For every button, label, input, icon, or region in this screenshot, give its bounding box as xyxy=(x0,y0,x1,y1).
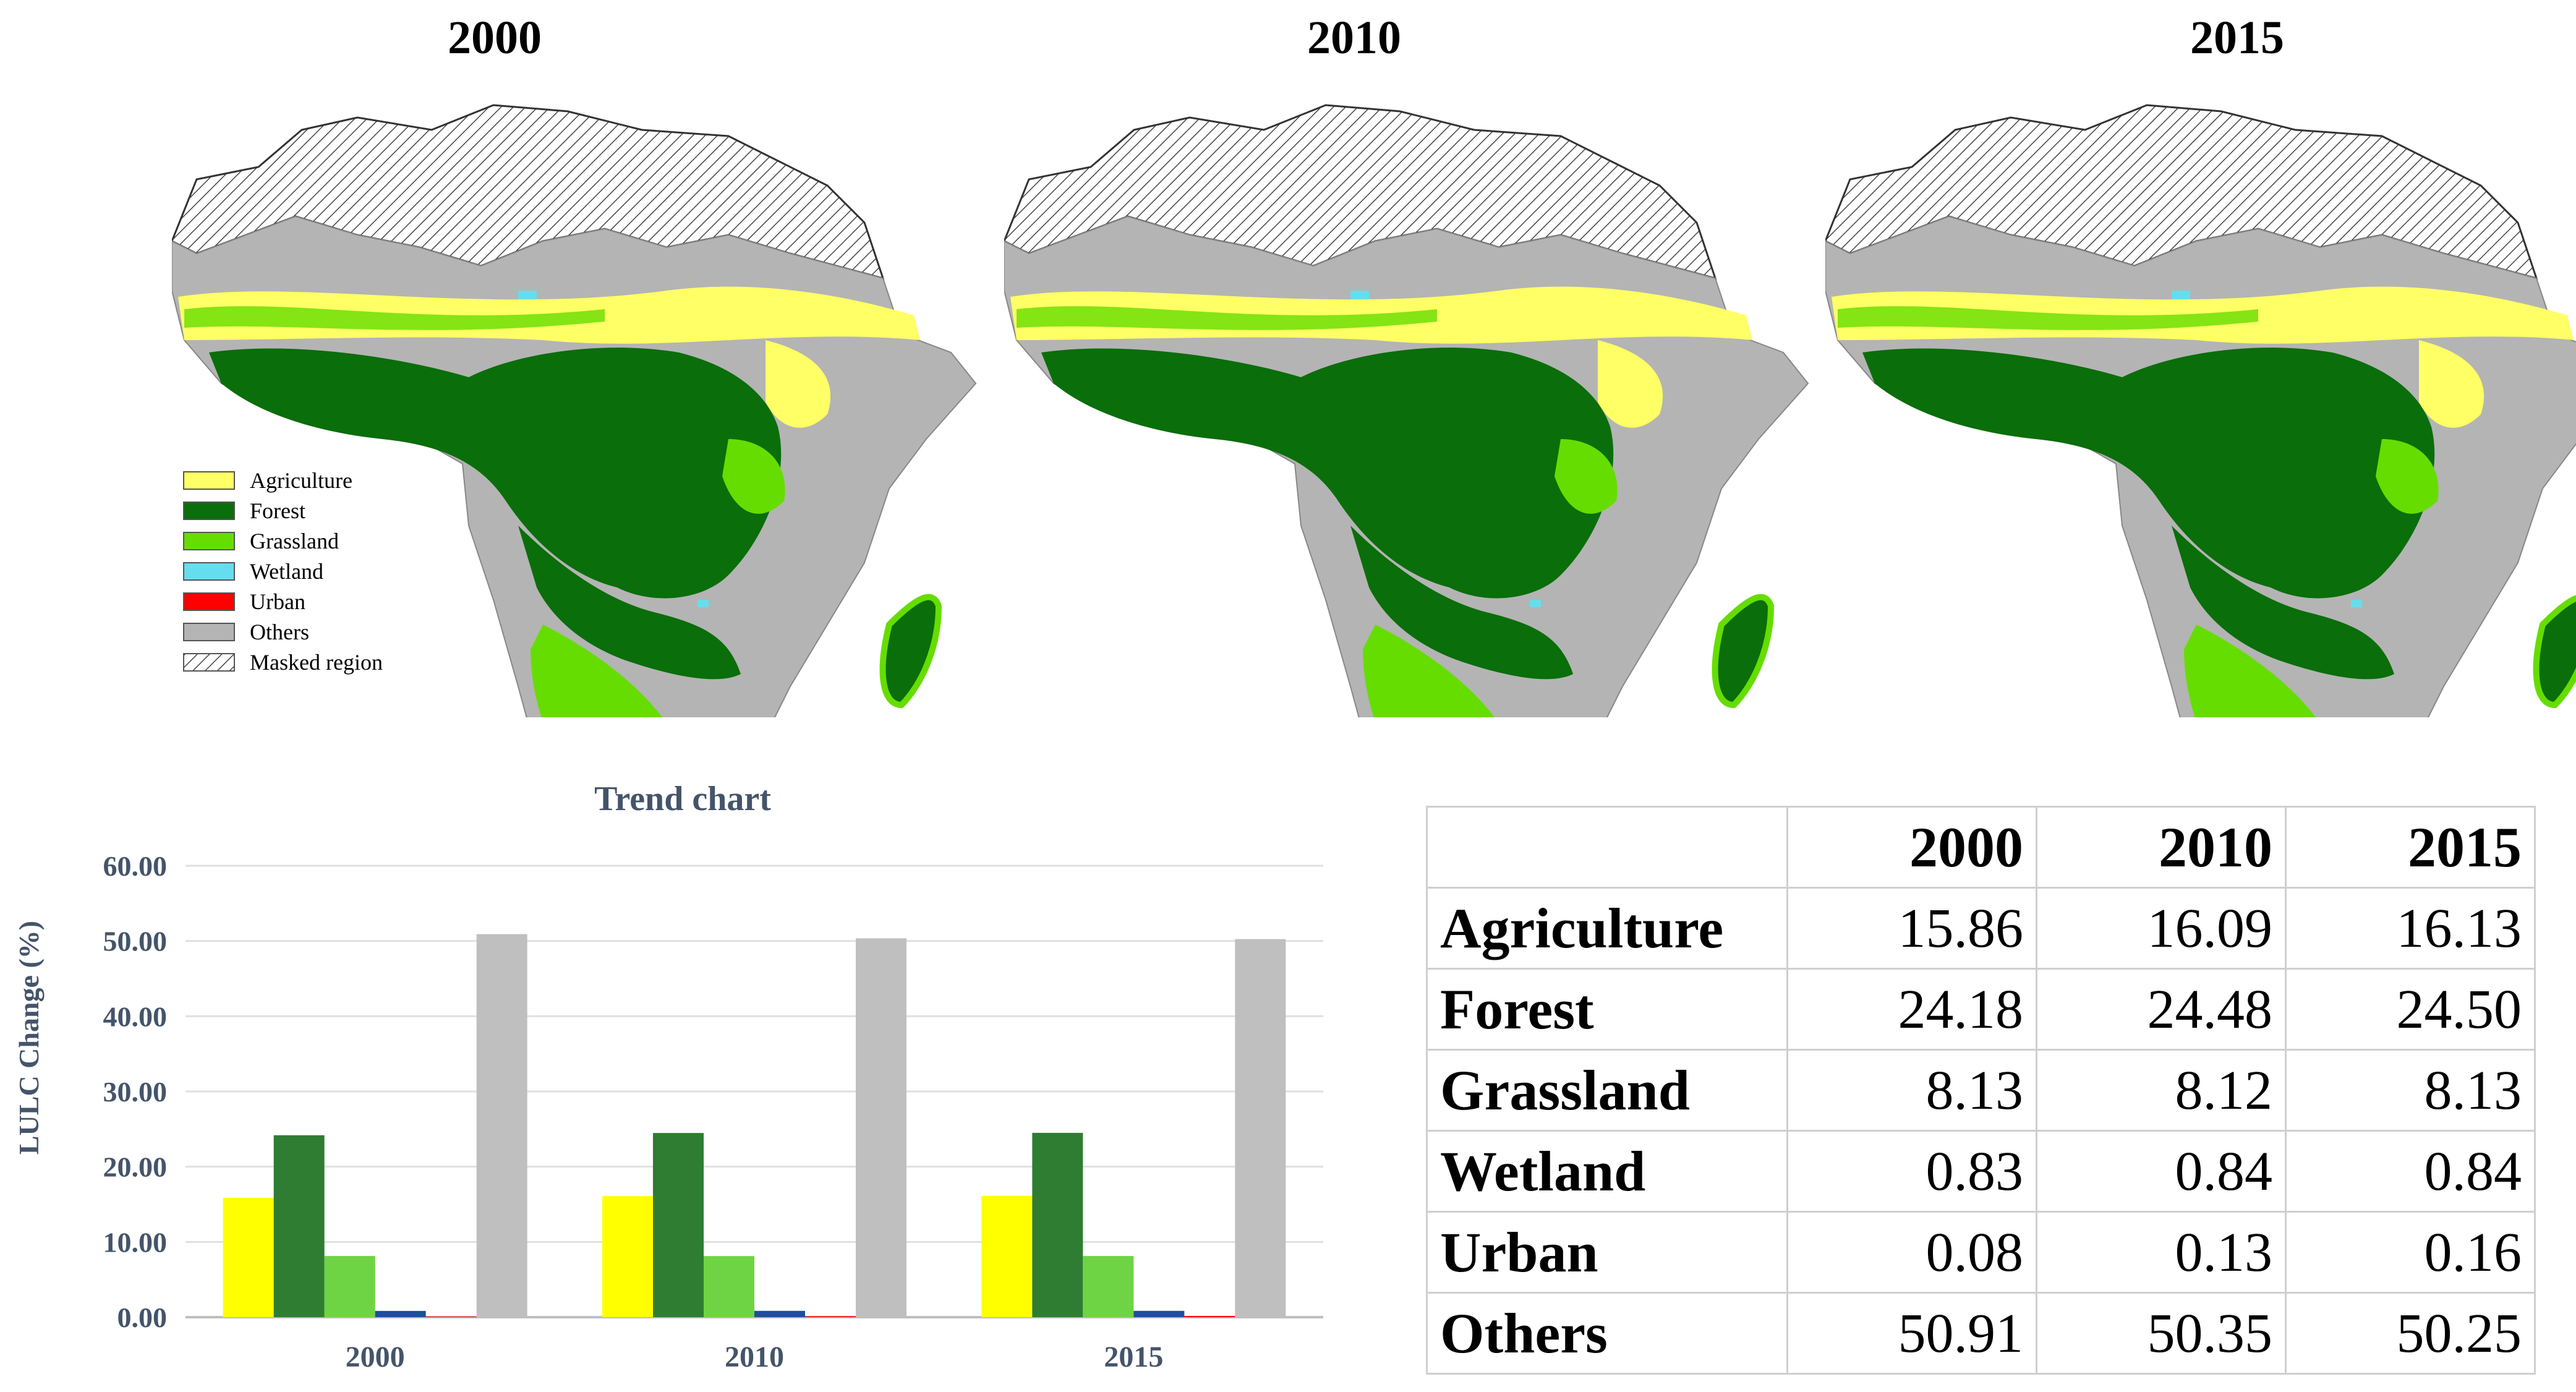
legend-swatch xyxy=(183,501,235,520)
bar-forest-2000 xyxy=(273,1135,325,1317)
bar-grassland-2015 xyxy=(1083,1256,1134,1317)
table-row: Wetland 0.83 0.84 0.84 xyxy=(1426,1130,2536,1213)
legend-item-urban: Urban xyxy=(183,586,383,617)
table-cell: 0.16 xyxy=(2285,1211,2536,1294)
bar-forest-2010 xyxy=(653,1133,704,1317)
legend-item-others: Others xyxy=(183,617,383,647)
x-tick-label: 2010 xyxy=(725,1341,784,1373)
table-row-label: Wetland xyxy=(1426,1130,1788,1213)
bar-grassland-2010 xyxy=(704,1256,754,1317)
map-title-2000: 2000 xyxy=(448,12,542,64)
y-tick-label: 50.00 xyxy=(103,926,168,957)
legend-label: Forest xyxy=(250,498,305,523)
table-header-row: 2000 2010 2015 xyxy=(1426,806,2536,889)
legend-label: Agriculture xyxy=(250,468,352,493)
bar-wetland-2000 xyxy=(375,1310,426,1317)
lulc-table: 2000 2010 2015 Agriculture 15.86 16.09 1… xyxy=(1426,806,2536,1375)
table-cell: 50.35 xyxy=(2036,1292,2287,1375)
table-header-cell xyxy=(1426,806,1788,889)
legend-label: Masked region xyxy=(250,649,383,675)
bar-others-2000 xyxy=(476,934,527,1317)
table-cell: 0.13 xyxy=(2036,1211,2287,1294)
bar-agriculture-2000 xyxy=(223,1198,274,1317)
table-cell: 8.13 xyxy=(1786,1049,2037,1132)
table-cell: 24.18 xyxy=(1786,968,2037,1051)
table-cell: 0.08 xyxy=(1786,1211,2037,1294)
legend-label: Others xyxy=(250,619,309,644)
table-header-cell: 2015 xyxy=(2285,806,2536,889)
table-cell: 0.84 xyxy=(2285,1130,2536,1213)
bar-agriculture-2010 xyxy=(602,1196,653,1317)
table-cell: 16.09 xyxy=(2036,887,2287,970)
map-title-2015: 2015 xyxy=(2190,12,2284,64)
y-tick-label: 10.00 xyxy=(103,1226,168,1258)
legend-label: Wetland xyxy=(250,558,324,584)
table-cell: 24.48 xyxy=(2036,968,2287,1051)
table-row: Grassland 8.13 8.12 8.13 xyxy=(1426,1049,2536,1132)
table-row-label: Others xyxy=(1426,1292,1788,1375)
trend-chart-svg: Trend chart LULC Change (%) 0.00 10.00 20.… xyxy=(13,780,1323,1373)
table-row-label: Agriculture xyxy=(1426,887,1788,970)
table-row: Others 50.91 50.35 50.25 xyxy=(1426,1292,2536,1375)
table-header-cell: 2010 xyxy=(2036,806,2287,889)
table-row-label: Forest xyxy=(1426,968,1788,1051)
lulc-table-wrapper: 2000 2010 2015 Agriculture 15.86 16.09 1… xyxy=(1426,806,2536,1375)
bar-grassland-2000 xyxy=(324,1256,375,1317)
table-cell: 50.91 xyxy=(1786,1292,2037,1375)
legend-swatch xyxy=(183,561,235,581)
y-tick-label: 20.00 xyxy=(103,1151,168,1183)
legend-swatch xyxy=(183,592,235,611)
table-cell: 15.86 xyxy=(1786,887,2037,970)
bar-urban-2015 xyxy=(1184,1316,1235,1317)
legend-swatch xyxy=(183,622,235,641)
legend-item-forest: Forest xyxy=(183,495,383,526)
legend-swatch xyxy=(183,531,235,550)
table-cell: 50.25 xyxy=(2285,1292,2536,1375)
legend-item-agriculture: Agriculture xyxy=(183,465,383,495)
y-tick-label: 30.00 xyxy=(103,1076,168,1108)
table-row: Urban 0.08 0.13 0.16 xyxy=(1426,1211,2536,1294)
x-tick-label: 2015 xyxy=(1104,1341,1163,1373)
table-cell: 8.12 xyxy=(2036,1049,2287,1132)
chart-title: Trend chart xyxy=(594,780,771,818)
map-title-2010: 2010 xyxy=(1307,12,1401,64)
table-cell: 24.50 xyxy=(2285,968,2536,1051)
table-row-label: Urban xyxy=(1426,1211,1788,1294)
table-row: Agriculture 15.86 16.09 16.13 xyxy=(1426,887,2536,970)
bar-wetland-2010 xyxy=(754,1310,805,1317)
legend-label: Urban xyxy=(250,589,305,614)
table-row-label: Grassland xyxy=(1426,1049,1788,1132)
legend-label: Grassland xyxy=(250,528,339,553)
x-tick-label: 2000 xyxy=(346,1341,405,1373)
table-row: Forest 24.18 24.48 24.50 xyxy=(1426,968,2536,1051)
bar-urban-2010 xyxy=(805,1316,856,1317)
map-legend: Agriculture Forest Grassland Wetland Urb… xyxy=(183,465,383,677)
y-tick-label: 60.00 xyxy=(103,850,168,882)
table-cell: 16.13 xyxy=(2285,887,2536,970)
y-tick-label: 0.00 xyxy=(117,1302,168,1333)
legend-item-wetland: Wetland xyxy=(183,556,383,586)
trend-chart: Trend chart LULC Change (%) 0.00 10.00 20.… xyxy=(0,773,1360,1389)
legend-item-masked-region: Masked region xyxy=(183,647,383,677)
table-header-cell: 2000 xyxy=(1786,806,2037,889)
y-axis-label: LULC Change (%) xyxy=(13,921,45,1155)
table-cell: 0.83 xyxy=(1786,1130,2037,1213)
bar-forest-2015 xyxy=(1032,1132,1083,1317)
bar-wetland-2015 xyxy=(1133,1310,1185,1317)
table-cell: 8.13 xyxy=(2285,1049,2536,1132)
legend-swatch-hatch xyxy=(183,652,235,672)
legend-swatch xyxy=(183,471,235,490)
legend-item-grassland: Grassland xyxy=(183,526,383,556)
bar-others-2015 xyxy=(1235,939,1286,1317)
bar-others-2010 xyxy=(856,938,906,1317)
y-tick-label: 40.00 xyxy=(103,1001,168,1032)
bar-agriculture-2015 xyxy=(981,1195,1033,1317)
africa-map-2015 xyxy=(1825,93,2576,717)
africa-map-2010 xyxy=(1004,93,1814,717)
table-cell: 0.84 xyxy=(2036,1130,2287,1213)
